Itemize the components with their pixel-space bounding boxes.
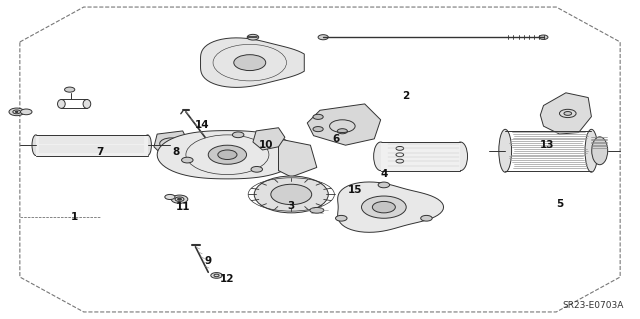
Ellipse shape [499,129,511,172]
Circle shape [539,35,548,40]
Text: 3: 3 [287,201,295,211]
Ellipse shape [168,155,198,167]
Ellipse shape [32,135,40,156]
Text: SR23-E0703A: SR23-E0703A [562,301,623,310]
Circle shape [337,129,348,134]
Circle shape [372,201,396,213]
Circle shape [20,109,32,115]
Ellipse shape [374,142,388,171]
Ellipse shape [144,135,152,156]
Polygon shape [540,93,591,134]
Text: 9: 9 [205,256,212,266]
Text: 10: 10 [259,140,273,150]
Circle shape [378,182,390,188]
Ellipse shape [585,129,598,172]
Circle shape [234,55,266,70]
Bar [381,142,461,171]
Ellipse shape [58,100,65,108]
Circle shape [420,215,432,221]
Circle shape [362,196,406,218]
Text: 1: 1 [70,212,77,222]
Ellipse shape [83,100,91,108]
Text: 13: 13 [540,140,554,150]
Polygon shape [200,38,304,87]
Text: 2: 2 [403,91,410,101]
Polygon shape [307,104,381,145]
Polygon shape [157,130,298,179]
Circle shape [247,34,259,40]
Text: 8: 8 [173,146,180,157]
Text: 5: 5 [556,199,563,209]
Circle shape [564,112,572,115]
Text: 14: 14 [195,120,209,130]
Circle shape [251,167,262,172]
Polygon shape [338,182,444,232]
Circle shape [318,35,328,40]
Circle shape [211,272,222,278]
Circle shape [232,132,244,138]
Text: 6: 6 [332,134,340,144]
Polygon shape [154,131,189,156]
Text: 11: 11 [175,202,190,212]
Circle shape [165,195,175,199]
Circle shape [65,87,75,92]
Circle shape [166,141,176,146]
Text: 4: 4 [380,169,388,179]
Circle shape [254,176,328,213]
Polygon shape [278,139,317,177]
Circle shape [313,114,323,119]
Circle shape [15,111,18,113]
FancyBboxPatch shape [36,135,148,156]
Ellipse shape [454,142,467,171]
Circle shape [313,127,323,132]
Circle shape [177,198,181,200]
Polygon shape [253,128,285,150]
Text: 15: 15 [348,185,362,195]
Text: 12: 12 [220,274,235,284]
Circle shape [218,150,237,160]
Ellipse shape [592,137,608,165]
Circle shape [9,108,24,116]
Text: 7: 7 [96,146,104,157]
Circle shape [182,157,193,163]
Circle shape [335,215,347,221]
Circle shape [172,195,188,203]
Circle shape [208,145,246,164]
Ellipse shape [310,207,324,213]
Circle shape [271,184,312,204]
